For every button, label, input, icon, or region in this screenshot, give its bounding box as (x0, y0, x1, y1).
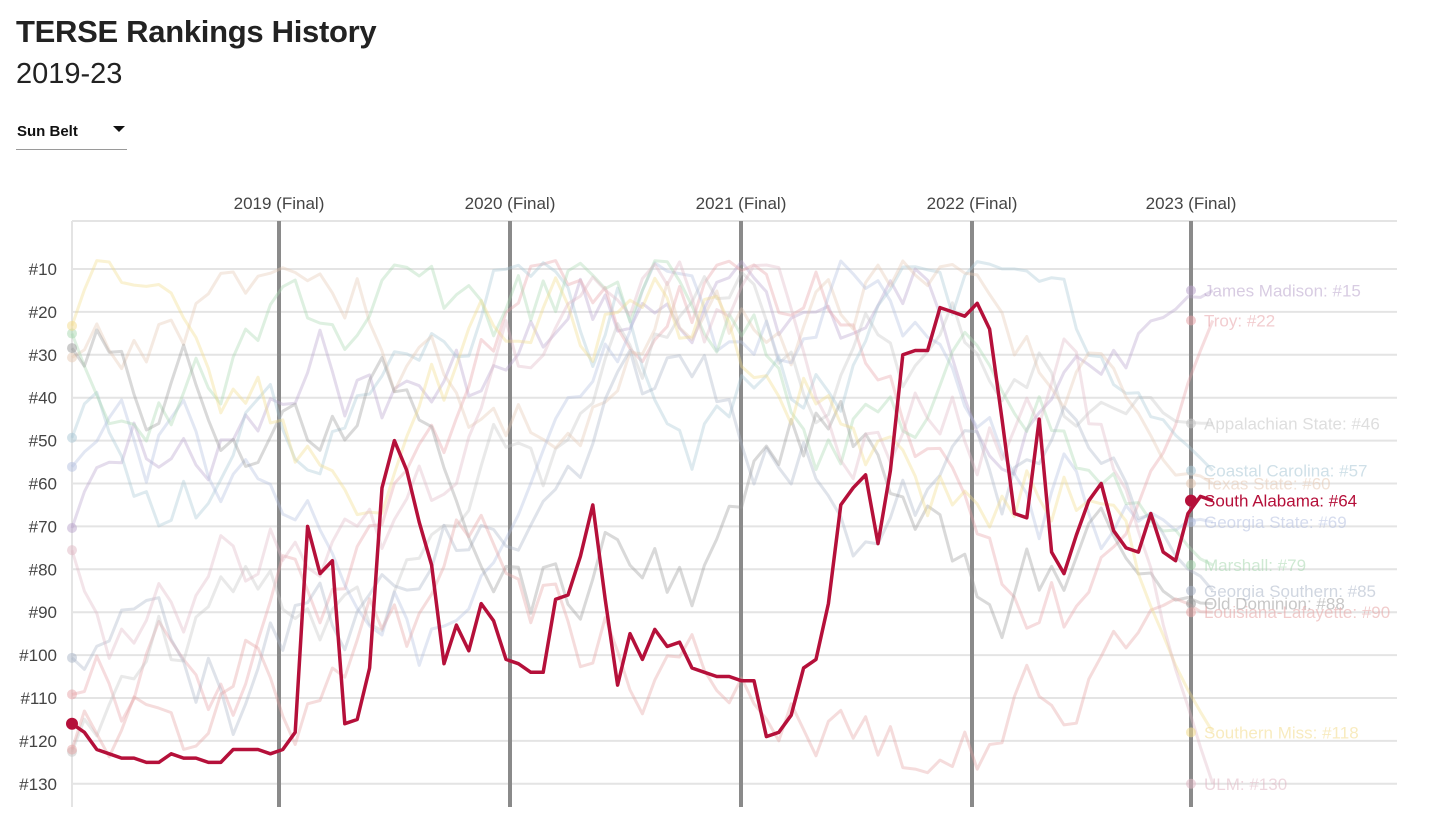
series-start-point (67, 523, 77, 534)
season-marker-label: 2023 (Final) (1146, 194, 1237, 213)
series-end-point (1186, 478, 1196, 489)
y-tick-label: #100 (19, 646, 57, 665)
series-line-old-dominion[interactable] (70, 328, 1213, 640)
series-end-label: Louisiana-Lafayette: #90 (1204, 603, 1390, 622)
series-line-texas-state[interactable] (71, 259, 1214, 485)
series-start-point (67, 432, 77, 443)
chevron-down-icon (113, 126, 125, 132)
season-marker-label: 2022 (Final) (927, 194, 1018, 213)
y-tick-label: #80 (29, 560, 57, 579)
series-line-georgia-southern[interactable] (70, 348, 1214, 736)
series-end-point (1186, 607, 1196, 618)
series-end-label: Coastal Carolina: #57 (1204, 462, 1367, 481)
series-end-point-south-alabama (1185, 494, 1197, 507)
y-tick-label: #110 (20, 689, 57, 708)
series-start-point (67, 352, 77, 363)
series-line-marshall[interactable] (70, 259, 1214, 567)
series-end-point (1186, 418, 1196, 429)
series-end-point (1186, 585, 1196, 596)
y-tick-label: #120 (19, 732, 57, 751)
series-line-georgia-state[interactable] (70, 259, 1214, 667)
y-tick-label: #90 (29, 603, 57, 622)
series-end-point (1186, 727, 1196, 738)
series-end-label-south-alabama: South Alabama: #64 (1204, 492, 1357, 511)
series-end-point (1186, 465, 1196, 476)
series-start-point (67, 744, 77, 755)
season-marker-label: 2019 (Final) (234, 194, 325, 213)
series-end-label: Appalachian State: #46 (1204, 414, 1380, 433)
conference-dropdown[interactable]: Sun Belt (16, 120, 127, 150)
chart-title: TERSE Rankings History (16, 14, 377, 49)
y-tick-label: #40 (29, 389, 57, 408)
series-line-ulm[interactable] (70, 260, 1215, 785)
chart-subtitle: 2019-23 (16, 58, 123, 90)
y-tick-label: #20 (29, 303, 57, 322)
conference-dropdown-label: Sun Belt (17, 123, 78, 140)
series-line-south-alabama[interactable] (71, 301, 1214, 765)
series-end-label: Georgia Southern: #85 (1204, 582, 1376, 601)
series-end-label: Texas State: #60 (1204, 475, 1331, 494)
y-tick-label: #10 (29, 260, 57, 279)
series-line-troy[interactable] (71, 259, 1215, 723)
y-tick-label: #130 (19, 775, 57, 794)
series-line-coastal-carolina[interactable] (70, 260, 1214, 528)
series-start-point (67, 320, 77, 331)
series-end-point (1186, 598, 1196, 609)
series-end-label: Marshall: #79 (1204, 556, 1306, 575)
season-marker-label: 2021 (Final) (696, 194, 787, 213)
series-end-point (1186, 517, 1196, 528)
series-end-label: Troy: #22 (1204, 311, 1275, 330)
season-marker-label: 2020 (Final) (465, 194, 556, 213)
y-tick-label: #70 (29, 517, 57, 536)
series-start-point-south-alabama (66, 717, 78, 730)
series-end-point (1186, 315, 1196, 326)
y-tick-label: #30 (29, 346, 57, 365)
series-end-label: Georgia State: #69 (1204, 513, 1347, 532)
series-end-point (1186, 778, 1196, 789)
y-tick-label: #60 (29, 475, 57, 494)
series-line-appalachian-state[interactable] (70, 270, 1213, 753)
series-start-point (67, 328, 77, 339)
series-start-point (67, 689, 77, 700)
series-line-james-madison[interactable] (70, 260, 1214, 529)
series-end-label: ULM: #130 (1204, 775, 1287, 794)
series-end-label: Southern Miss: #118 (1204, 723, 1359, 742)
series-start-point (67, 461, 77, 472)
series-line-louisiana-lafayette[interactable] (70, 513, 1213, 775)
series-line-southern-miss[interactable] (70, 259, 1215, 734)
series-start-point (67, 343, 77, 354)
y-tick-label: #50 (29, 432, 57, 451)
series-end-label: Old Dominion: #88 (1204, 595, 1345, 614)
series-end-point (1186, 285, 1196, 296)
series-start-point (67, 652, 77, 663)
series-end-label: James Madison: #15 (1204, 281, 1361, 300)
series-end-point (1186, 560, 1196, 571)
series-start-point (67, 545, 77, 556)
